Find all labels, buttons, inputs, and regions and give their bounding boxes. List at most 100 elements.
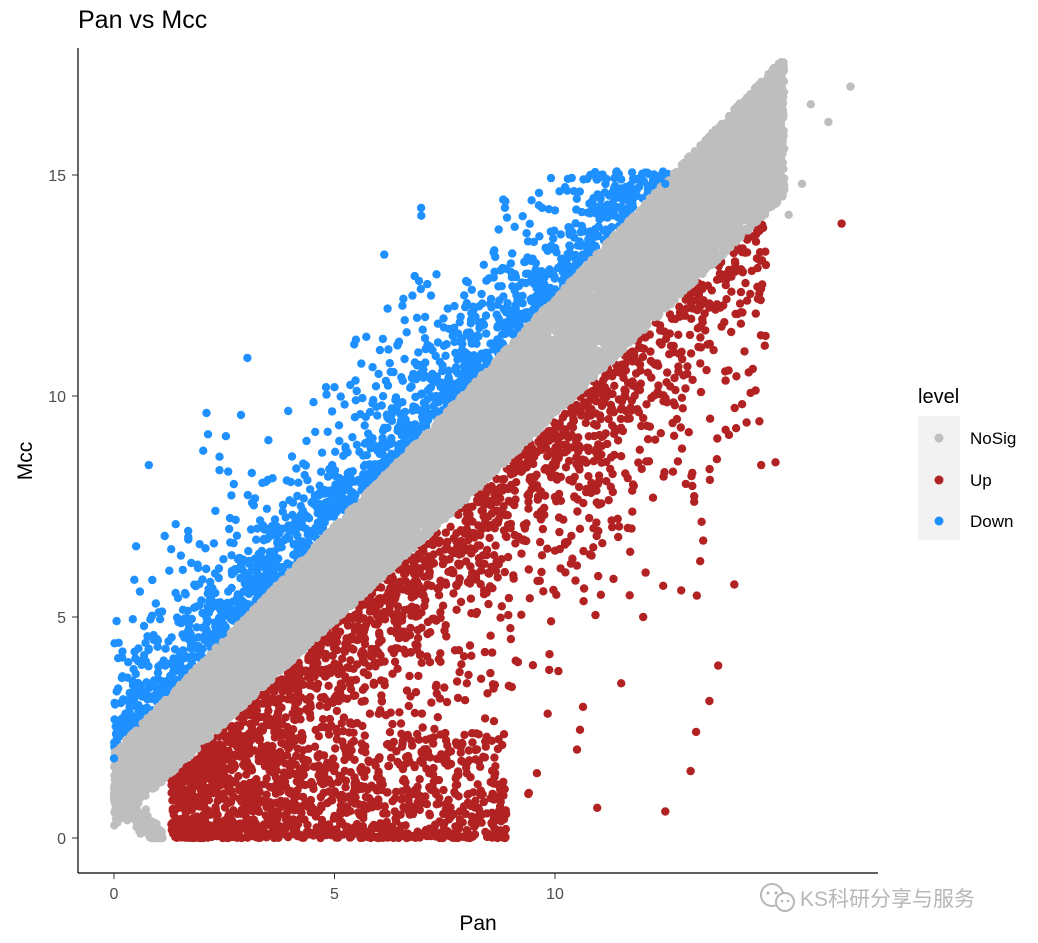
down-point [280, 535, 289, 545]
down-point [412, 405, 422, 414]
up-point [543, 544, 552, 553]
down-point [400, 354, 409, 364]
up-point [434, 538, 444, 548]
down-point [171, 588, 180, 598]
down-point [370, 460, 379, 469]
up-point [275, 787, 285, 796]
down-point [229, 479, 238, 489]
up-point [246, 735, 256, 745]
up-point [262, 790, 271, 799]
up-point [336, 772, 346, 781]
points-layer [109, 58, 855, 843]
up-point [309, 784, 318, 794]
down-point [534, 188, 544, 198]
up-point [493, 573, 502, 582]
down-point [167, 545, 176, 554]
up-point [347, 676, 357, 685]
up-point [524, 789, 533, 799]
down-point [252, 566, 261, 575]
up-point [433, 584, 442, 593]
up-point [328, 651, 337, 660]
up-point [357, 784, 367, 793]
down-point [301, 461, 310, 470]
up-point [608, 389, 617, 399]
down-point [378, 457, 388, 467]
up-point [626, 547, 635, 556]
up-point [617, 452, 626, 461]
up-point [582, 458, 591, 467]
up-point [560, 448, 570, 457]
up-point [489, 779, 498, 788]
up-point [487, 766, 497, 776]
down-point [311, 427, 320, 437]
up-point [573, 507, 582, 516]
down-point [227, 491, 236, 500]
down-point [246, 525, 256, 534]
up-point [306, 692, 315, 702]
up-point [473, 780, 482, 789]
down-point [309, 398, 318, 407]
down-point [462, 328, 472, 337]
down-point [359, 462, 369, 471]
down-point [592, 209, 601, 218]
up-point [490, 753, 499, 762]
down-point [297, 511, 306, 520]
up-point [213, 810, 222, 820]
up-point [352, 718, 362, 728]
down-point [202, 408, 211, 418]
down-point [114, 654, 123, 663]
up-point [608, 522, 617, 532]
up-point [456, 748, 465, 757]
down-point [378, 334, 388, 344]
up-point [233, 809, 242, 819]
up-point [617, 360, 626, 369]
down-point [247, 498, 257, 507]
up-point [313, 648, 322, 658]
up-point [341, 783, 350, 792]
up-point [657, 340, 666, 349]
up-point [417, 658, 426, 667]
down-point [637, 169, 647, 178]
up-point [413, 729, 422, 739]
down-point [479, 260, 488, 269]
up-point [262, 802, 271, 812]
up-point [365, 709, 375, 718]
up-point [314, 764, 324, 773]
down-point [450, 301, 459, 311]
up-point [305, 681, 314, 690]
up-point [519, 520, 529, 530]
down-point [165, 566, 174, 575]
up-point [346, 656, 355, 665]
down-point [202, 564, 211, 574]
up-point [628, 507, 637, 516]
down-point [387, 410, 396, 419]
up-point [297, 808, 306, 817]
up-point [425, 811, 435, 820]
up-point [318, 715, 328, 724]
down-point [141, 638, 150, 648]
up-point [241, 711, 250, 720]
up-point [234, 833, 243, 842]
up-point [637, 464, 646, 474]
up-point [738, 267, 747, 276]
up-point [378, 780, 387, 789]
up-point [326, 668, 335, 678]
up-point [349, 728, 358, 737]
up-point [499, 815, 509, 824]
down-point [484, 274, 494, 283]
down-point [428, 346, 437, 355]
down-point [149, 635, 158, 645]
up-point [272, 821, 281, 831]
up-point [317, 665, 326, 675]
up-point [386, 708, 395, 717]
down-point [254, 549, 263, 559]
up-point [414, 564, 423, 573]
up-point [431, 790, 441, 799]
up-point [581, 418, 590, 428]
up-point [756, 331, 766, 340]
down-point [257, 582, 267, 591]
down-point [184, 526, 193, 536]
up-point [669, 341, 678, 351]
down-point [412, 313, 422, 322]
up-point [654, 381, 663, 390]
